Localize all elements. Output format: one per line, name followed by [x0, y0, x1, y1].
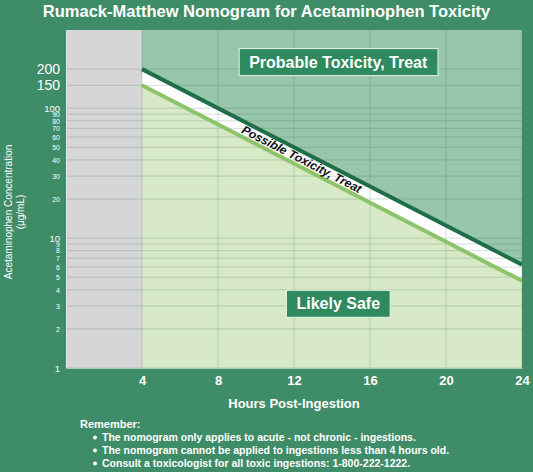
y-tick-label: 60 — [52, 134, 60, 141]
y-tick-label: 6 — [56, 264, 60, 271]
safe-label-box — [286, 290, 390, 317]
y-tick-label: 30 — [52, 173, 60, 180]
footer-heading: Remember: — [80, 418, 141, 430]
y-tick-label: 80 — [52, 118, 60, 125]
footer-bullet — [93, 449, 97, 453]
y-tick: 2 — [56, 326, 66, 333]
y-tick: 60 — [52, 134, 66, 141]
y-tick-label: 8 — [56, 247, 60, 254]
y-axis-title: Acetaminophen Concentration — [3, 145, 14, 280]
x-tick-label: 4 — [139, 373, 147, 388]
x-axis-line — [67, 368, 523, 369]
x-tick-label: 12 — [287, 373, 301, 388]
x-axis: 4 8 12 16 20 24 — [67, 368, 531, 388]
probable-label-text: Probable Toxicity, Treat — [249, 54, 428, 71]
y-tick: 80 — [52, 118, 66, 125]
possible-label: Possible Toxicity, Treat — [239, 123, 365, 197]
y-tick: 50 — [52, 144, 66, 151]
y-axis: 200150100908070605040302010987654321 — [37, 31, 67, 374]
y-tick: 200 — [37, 61, 66, 77]
y-tick: 70 — [52, 125, 66, 132]
y-tick: 3 — [56, 303, 66, 310]
x-tick: 4 — [139, 368, 147, 388]
background — [0, 0, 533, 472]
grid-line-x — [142, 30, 143, 368]
y-tick: 4 — [56, 287, 66, 294]
probable-label-box — [239, 49, 438, 76]
y-axis-line — [66, 31, 67, 369]
footer-bullet — [93, 462, 97, 466]
y-tick-label: 2 — [56, 326, 60, 333]
y-tick: 150 — [37, 77, 66, 93]
footer-bullet — [93, 436, 97, 440]
x-tick-label: 16 — [363, 373, 377, 388]
y-tick: 7 — [56, 255, 66, 262]
y-tick-label: 3 — [56, 303, 60, 310]
y-tick: 30 — [52, 173, 66, 180]
y-tick-label: 50 — [52, 144, 60, 151]
y-tick: 8 — [56, 247, 66, 254]
y-tick-label: 7 — [56, 255, 60, 262]
y-tick-label: 5 — [56, 274, 60, 281]
y-tick-label: 4 — [56, 287, 60, 294]
grid-line-x — [218, 30, 219, 368]
y-tick-label: 1 — [55, 363, 60, 374]
grid — [66, 30, 522, 368]
safe-label: Likely Safe — [286, 290, 390, 317]
treatment-line — [142, 69, 522, 265]
grid-line-x — [522, 30, 523, 368]
x-tick-label: 8 — [215, 373, 222, 388]
footer-item: The nomogram cannot be applied to ingest… — [102, 444, 449, 456]
safe-label-text: Likely Safe — [296, 295, 380, 312]
grid-line-x — [446, 30, 447, 368]
x-tick-label: 24 — [515, 373, 530, 388]
x-tick-label: 20 — [439, 373, 453, 388]
y-tick-label: 150 — [37, 77, 61, 93]
y-tick: 40 — [52, 157, 66, 164]
chart-container: 2001501009080706050403020109876543214812… — [0, 0, 533, 472]
y-tick: 20 — [52, 196, 66, 203]
y-tick-label: 70 — [52, 125, 60, 132]
x-tick: 24 — [515, 368, 530, 388]
plot-area — [66, 30, 522, 368]
x-tick: 12 — [287, 368, 301, 388]
title: Rumack-Matthew Nomogram for Acetaminophe… — [43, 2, 491, 20]
x-tick: 20 — [439, 368, 453, 388]
probable-label: Probable Toxicity, Treat — [239, 49, 438, 76]
chart-svg: 2001501009080706050403020109876543214812… — [0, 0, 533, 472]
y-tick-label: 20 — [52, 196, 60, 203]
y-tick: 1 — [55, 363, 66, 374]
y-tick: 6 — [56, 264, 66, 271]
x-tick: 16 — [363, 368, 377, 388]
y-tick-label: 200 — [37, 61, 61, 77]
y-tick-label: 40 — [52, 157, 60, 164]
footer-item: Consult a toxicologist for all toxic ing… — [102, 457, 410, 469]
y-tick: 5 — [56, 274, 66, 281]
x-tick: 8 — [215, 368, 222, 388]
safe-region — [142, 85, 522, 368]
footer-item: The nomogram only applies to acute - not… — [102, 431, 416, 443]
x-axis-title: Hours Post-Ingestion — [228, 396, 360, 411]
treatment-line — [142, 85, 522, 280]
y-axis-title: (μg/mL) — [15, 195, 26, 230]
